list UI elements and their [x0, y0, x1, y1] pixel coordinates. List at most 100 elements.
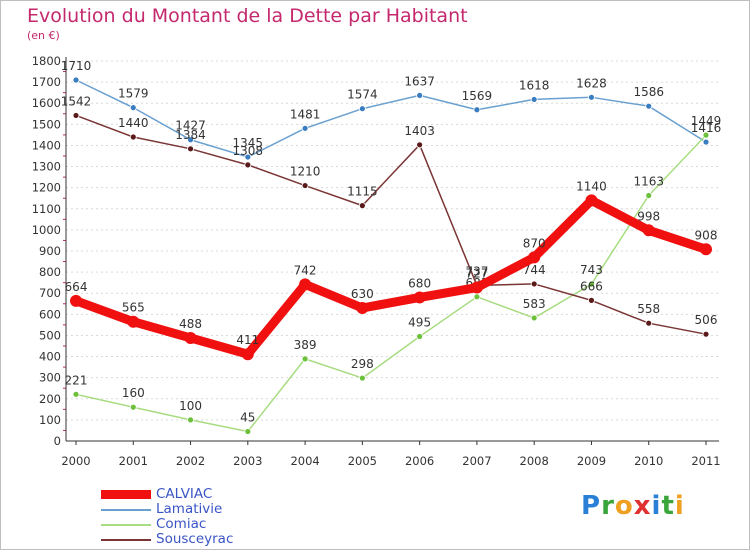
y-tick-label: 1700 [32, 75, 61, 89]
legend-item-sousceyrac: Sousceyrac [101, 532, 233, 547]
data-point [244, 153, 252, 161]
data-label: 666 [580, 279, 603, 293]
x-tick-label: 2009 [577, 454, 606, 468]
data-label: 743 [580, 263, 603, 277]
data-label: 1569 [462, 89, 493, 103]
x-tick-label: 2011 [691, 454, 720, 468]
legend-label: CALVIAC [156, 486, 213, 502]
data-point [528, 251, 541, 264]
data-point [356, 302, 369, 314]
data-point [642, 224, 655, 237]
x-tick-label: 2002 [176, 454, 205, 468]
data-label: 1449 [691, 114, 722, 128]
logo-letter: o [614, 491, 634, 521]
logo-letter: x [633, 491, 652, 521]
data-label: 744 [523, 263, 546, 277]
data-point [702, 138, 710, 146]
data-point [244, 161, 252, 169]
x-tick-label: 2005 [348, 454, 377, 468]
x-tick-label: 2000 [61, 454, 90, 468]
data-point [299, 278, 312, 291]
data-label: 1637 [404, 74, 435, 88]
legend: CALVIAC Lamativie Comiac Sousceyrac [101, 487, 233, 547]
y-tick-label: 900 [39, 244, 61, 258]
data-point [70, 294, 82, 307]
data-point [530, 314, 538, 322]
data-label: 1384 [175, 128, 206, 142]
data-label: 221 [65, 373, 88, 387]
y-tick-label: 600 [39, 307, 61, 321]
data-label: 664 [65, 280, 88, 294]
data-label: 160 [122, 386, 145, 400]
x-tick-label: 2004 [290, 454, 319, 468]
data-point [241, 348, 254, 361]
data-point [588, 280, 595, 288]
data-label: 1542 [61, 94, 92, 108]
data-label: 1308 [233, 144, 264, 158]
data-label: 495 [408, 316, 431, 330]
legend-label: Lamativie [156, 501, 223, 517]
data-label: 45 [240, 411, 255, 425]
data-point [700, 243, 712, 256]
data-point [645, 319, 653, 327]
chart-subtitle: (en €) [27, 29, 60, 42]
x-tick-label: 2007 [462, 454, 491, 468]
y-tick-label: 800 [39, 265, 61, 279]
data-label: 737 [465, 264, 488, 278]
data-label: 389 [294, 338, 317, 352]
data-label: 1163 [633, 174, 664, 188]
logo-letter: i [674, 491, 685, 521]
legend-item-calviac: CALVIAC [101, 487, 233, 502]
data-point [358, 374, 366, 382]
data-label: 1710 [61, 59, 92, 73]
data-point [473, 106, 481, 114]
data-point [129, 104, 137, 112]
data-point [530, 280, 538, 288]
y-tick-label: 200 [39, 392, 61, 406]
data-label: 1115 [347, 185, 378, 199]
x-tick-label: 2001 [119, 454, 148, 468]
data-label: 998 [637, 209, 660, 223]
data-label: 1440 [118, 116, 149, 130]
y-tick-label: 1500 [32, 117, 61, 131]
y-tick-label: 1400 [32, 138, 61, 152]
data-label: 1586 [633, 85, 664, 99]
y-tick-label: 1300 [32, 160, 61, 174]
proxiti-logo: Proxiti [581, 491, 685, 521]
data-point [129, 133, 137, 141]
data-point [530, 96, 538, 103]
data-point [187, 136, 194, 144]
data-point [244, 428, 252, 435]
legend-swatch [101, 523, 151, 526]
data-label: 583 [523, 297, 546, 311]
data-label: 1628 [576, 76, 607, 90]
data-point [702, 330, 710, 338]
data-point [585, 194, 598, 207]
chart-title: Evolution du Montant de la Dette par Hab… [27, 5, 468, 27]
data-label: 680 [408, 276, 431, 290]
legend-item-comiac: Comiac [101, 517, 233, 532]
data-point [301, 124, 309, 132]
data-label: 1574 [347, 88, 378, 102]
data-point [301, 355, 309, 363]
data-label: 742 [294, 263, 317, 277]
data-point [358, 105, 366, 113]
data-label: 1579 [118, 87, 149, 101]
data-label: 1481 [290, 107, 321, 121]
data-point [72, 76, 80, 84]
data-point [358, 202, 366, 210]
data-label: 411 [236, 333, 259, 347]
data-point [184, 331, 197, 344]
series-line-lamativie [75, 79, 707, 158]
data-label: 1140 [576, 179, 607, 193]
data-point [416, 141, 424, 149]
x-tick-label: 2006 [405, 454, 434, 468]
data-point [413, 291, 426, 304]
y-tick-label: 500 [39, 328, 61, 342]
legend-label: Sousceyrac [156, 531, 234, 547]
data-label: 506 [695, 313, 718, 327]
data-label: 1403 [404, 124, 435, 138]
logo-letter: i [651, 491, 662, 521]
legend-swatch [101, 490, 151, 499]
